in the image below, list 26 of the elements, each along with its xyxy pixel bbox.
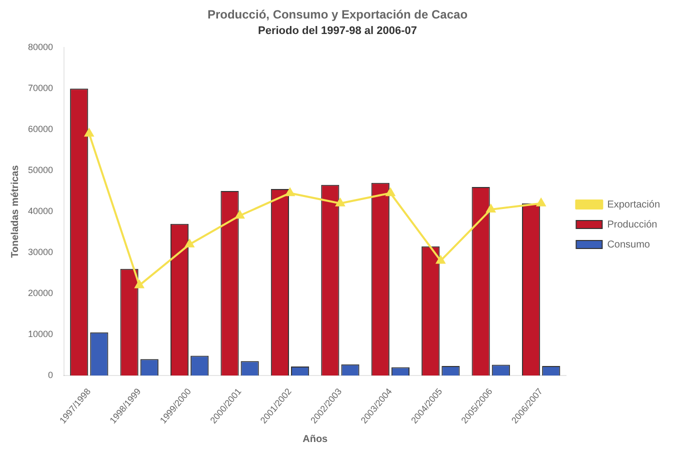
y-axis-title: Toneladas métricas bbox=[10, 164, 21, 258]
y-tick-label: 0 bbox=[48, 370, 54, 380]
point bbox=[336, 198, 345, 206]
legend-label: Producción bbox=[607, 219, 658, 230]
y-tick-label: 50000 bbox=[28, 165, 54, 176]
chart-title: Producció, Consumo y Exportación de Cacao bbox=[207, 8, 468, 22]
x-axis-title: Años bbox=[302, 434, 328, 445]
point bbox=[134, 280, 144, 288]
point bbox=[185, 239, 194, 248]
y-tick-label: 80000 bbox=[28, 42, 54, 52]
chart-subtitle: Periodo del 1997-98 al 2006-07 bbox=[258, 25, 417, 38]
point bbox=[84, 128, 94, 137]
point bbox=[436, 256, 446, 264]
point bbox=[235, 210, 244, 219]
y-tick-label: 60000 bbox=[28, 124, 54, 134]
y-tick-label: 40000 bbox=[28, 206, 54, 216]
y-tick-label: 20000 bbox=[28, 288, 54, 298]
y-tick-label: 70000 bbox=[28, 83, 54, 94]
y-tick-label: 30000 bbox=[28, 247, 54, 257]
point bbox=[486, 204, 496, 212]
point bbox=[386, 188, 395, 196]
y-tick-label: 10000 bbox=[28, 328, 54, 339]
legend-label: Exportación bbox=[607, 199, 660, 210]
point bbox=[536, 198, 546, 206]
legend-label: Consumo bbox=[607, 239, 650, 250]
point bbox=[286, 188, 294, 196]
